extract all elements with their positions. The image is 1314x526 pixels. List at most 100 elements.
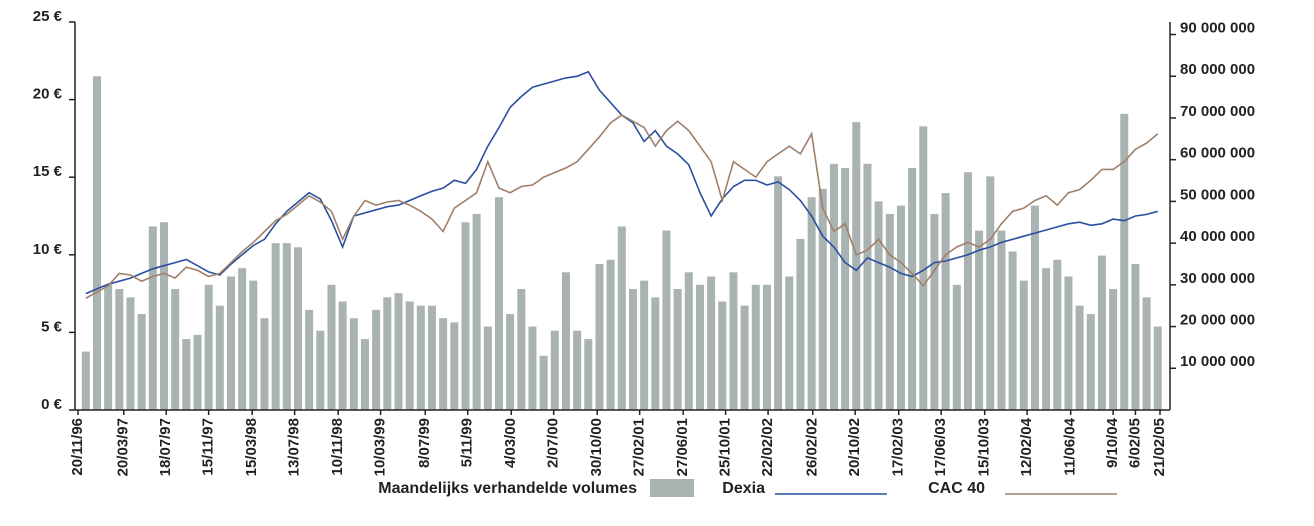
bar <box>729 272 738 410</box>
bar <box>561 272 570 410</box>
bar <box>1030 205 1039 410</box>
x-tick-label: 10/03/99 <box>372 418 389 476</box>
bar <box>338 301 347 410</box>
bar <box>796 238 805 410</box>
bar <box>573 330 582 410</box>
x-tick-label: 13/07/98 <box>286 418 303 476</box>
bar <box>148 226 157 410</box>
bar <box>126 297 135 410</box>
bar <box>472 213 481 410</box>
bar <box>439 318 448 410</box>
legend-label: CAC 40 <box>928 480 985 497</box>
y2-tick-label: 20 000 000 <box>1180 312 1255 329</box>
bar <box>1097 255 1106 410</box>
y2-tick-label: 30 000 000 <box>1180 270 1255 287</box>
bar <box>316 330 325 410</box>
bar <box>807 197 816 410</box>
bar <box>662 230 671 410</box>
bar <box>997 230 1006 410</box>
x-tick-label: 11/06/04 <box>1062 417 1079 475</box>
bar <box>885 213 894 410</box>
y2-tick-label: 60 000 000 <box>1180 145 1255 162</box>
y-tick-label: 10 € <box>33 241 63 258</box>
x-tick-label: 6/02/05 <box>1126 418 1143 468</box>
x-tick-label: 27/02/01 <box>631 418 648 476</box>
bar <box>1064 276 1073 410</box>
bar <box>115 289 124 410</box>
bar <box>349 318 358 410</box>
x-tick-label: 15/10/03 <box>976 418 993 476</box>
bar <box>740 305 749 410</box>
bar <box>528 326 537 410</box>
bar <box>92 76 101 410</box>
y2-tick-label: 70 000 000 <box>1180 103 1255 120</box>
bar <box>852 122 861 411</box>
bar <box>226 276 235 410</box>
x-tick-label: 22/02/02 <box>759 418 776 476</box>
bar <box>159 222 168 410</box>
bar <box>394 293 403 410</box>
bar <box>1086 314 1095 410</box>
x-tick-label: 17/06/03 <box>932 418 949 476</box>
bar <box>1075 305 1084 410</box>
y2-tick-label: 90 000 000 <box>1180 19 1255 36</box>
x-tick-label: 15/11/97 <box>200 418 217 476</box>
bar <box>874 201 883 410</box>
x-tick-label: 4/03/00 <box>502 418 519 468</box>
bar <box>930 213 939 410</box>
legend-label: Dexia <box>722 480 765 497</box>
bar <box>896 205 905 410</box>
x-tick-label: 20/10/02 <box>846 418 863 476</box>
bar <box>416 305 425 410</box>
x-tick-label: 2/07/00 <box>545 418 562 468</box>
bar <box>774 176 783 410</box>
bar <box>450 322 459 410</box>
bar <box>628 289 637 410</box>
bar <box>651 297 660 410</box>
bar <box>405 301 414 410</box>
bar <box>182 339 191 410</box>
bar <box>104 284 113 410</box>
x-tick-label: 12/02/04 <box>1018 417 1035 476</box>
bar <box>718 301 727 410</box>
bar <box>293 247 302 410</box>
bar <box>1019 280 1028 410</box>
x-tick-label: 25/10/01 <box>717 418 734 476</box>
line <box>85 114 1159 299</box>
bar <box>539 355 548 410</box>
bar <box>360 339 369 410</box>
bar <box>461 222 470 410</box>
bar <box>908 168 917 410</box>
bar <box>193 334 202 410</box>
bar <box>617 226 626 410</box>
y2-tick-label: 50 000 000 <box>1180 186 1255 203</box>
bar <box>238 268 247 410</box>
bar <box>271 243 280 410</box>
bar <box>305 309 314 410</box>
x-tick-label: 17/02/03 <box>890 418 907 476</box>
y-tick-label: 20 € <box>33 86 63 103</box>
bar <box>517 289 526 410</box>
bar <box>829 163 838 410</box>
bar <box>427 305 436 410</box>
y-tick-label: 5 € <box>41 318 63 335</box>
bar <box>863 163 872 410</box>
bar <box>751 284 760 410</box>
bar <box>372 309 381 410</box>
x-tick-label: 30/10/00 <box>588 418 605 476</box>
y-tick-label: 0 € <box>41 396 63 413</box>
bar <box>673 289 682 410</box>
x-tick-label: 5/11/99 <box>459 418 476 467</box>
x-tick-label: 20/03/97 <box>115 418 132 476</box>
legend-label: Maandelijks verhandelde volumes <box>378 480 637 497</box>
bar <box>249 280 258 410</box>
bar <box>1008 251 1017 410</box>
bar <box>707 276 716 410</box>
bar <box>785 276 794 410</box>
bar <box>584 339 593 410</box>
y-tick-label: 25 € <box>33 8 63 25</box>
bar <box>327 284 336 410</box>
bar <box>494 197 503 410</box>
bar <box>483 326 492 410</box>
y-tick-label: 15 € <box>33 163 63 180</box>
